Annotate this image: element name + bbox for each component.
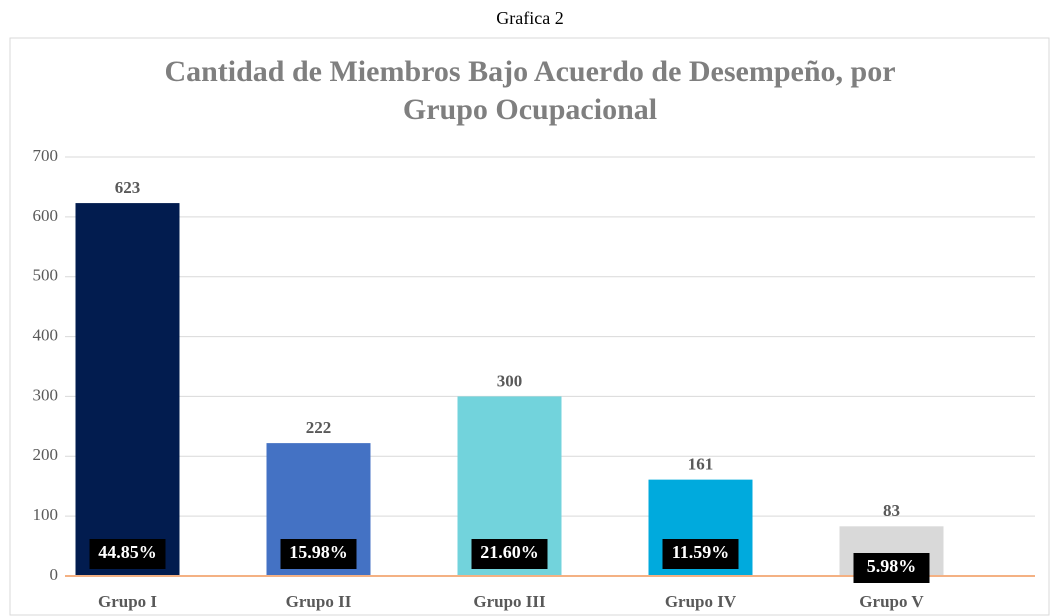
percent-label-box	[662, 539, 739, 569]
percent-label-box	[471, 539, 548, 569]
percent-label-box	[280, 539, 357, 569]
percent-label: 44.85%	[98, 542, 157, 562]
value-label: 300	[497, 371, 523, 390]
chart-title: Grupo Ocupacional	[403, 93, 657, 126]
x-tick-label: Grupo IV	[665, 592, 737, 611]
y-tick-label: 300	[33, 385, 59, 404]
chart-title: Cantidad de Miembros Bajo Acuerdo de Des…	[164, 55, 895, 88]
value-label: 83	[883, 501, 900, 520]
y-tick-label: 500	[33, 266, 59, 285]
y-tick-label: 200	[33, 445, 59, 464]
percent-label: 21.60%	[480, 542, 539, 562]
x-tick-label: Grupo V	[859, 592, 924, 611]
value-label: 623	[115, 178, 141, 197]
percent-label: 15.98%	[289, 542, 348, 562]
percent-label: 11.59%	[672, 542, 730, 562]
percent-label-box	[853, 553, 930, 583]
y-tick-label: 100	[33, 505, 59, 524]
chart-frame	[9, 37, 1050, 616]
bar	[75, 203, 180, 576]
percent-label: 5.98%	[867, 556, 917, 576]
x-tick-label: Grupo II	[286, 592, 352, 611]
x-tick-label: Grupo I	[98, 592, 157, 611]
y-tick-label: 700	[33, 146, 59, 165]
value-label: 222	[306, 418, 332, 437]
y-tick-label: 600	[33, 206, 59, 225]
y-tick-label: 0	[50, 565, 59, 584]
x-tick-label: Grupo III	[473, 592, 546, 611]
percent-label-box	[89, 539, 166, 569]
y-tick-label: 400	[33, 325, 59, 344]
value-label: 161	[688, 455, 714, 474]
header: Grafica 2	[496, 8, 563, 28]
